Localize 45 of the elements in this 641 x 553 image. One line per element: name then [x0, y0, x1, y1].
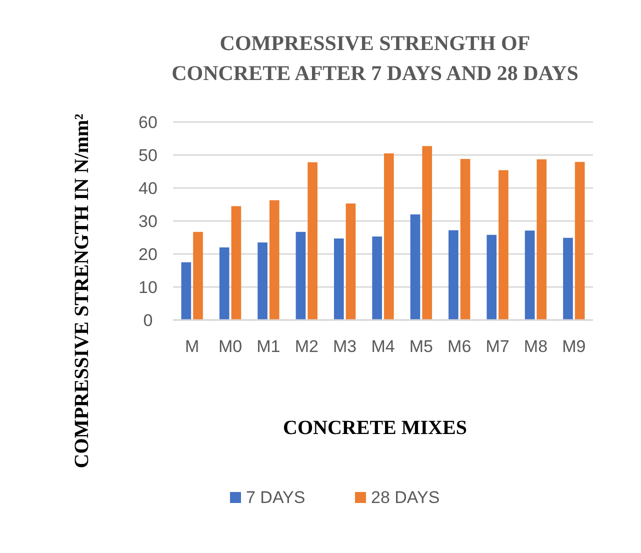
bar [460, 158, 470, 320]
y-axis-title: COMPRESSIVE STRENGTH IN N/mm² [71, 114, 93, 468]
legend-label: 28 DAYS [371, 488, 440, 507]
bar [563, 238, 573, 320]
x-tick-label: M7 [486, 337, 510, 356]
bar [422, 146, 432, 320]
bar [574, 162, 585, 320]
x-tick-label: M3 [333, 337, 357, 356]
y-tick-label: 60 [138, 112, 158, 132]
y-tick-label: 20 [138, 244, 158, 264]
bar [448, 230, 458, 320]
bar [231, 206, 242, 320]
x-tick-label: M5 [409, 337, 433, 356]
x-tick-label: M4 [371, 337, 395, 356]
chart-title: COMPRESSIVE STRENGTH OF CONCRETE AFTER 7 DAYS AND 28 DAYS [172, 31, 578, 85]
y-tick-label: 0 [143, 310, 153, 330]
bar [219, 247, 230, 320]
bar [486, 234, 497, 320]
y-tick-label: 10 [138, 278, 158, 297]
bar [536, 159, 547, 320]
bar [384, 153, 394, 320]
bar [524, 230, 535, 320]
x-tick-label: M0 [218, 337, 242, 356]
bar [372, 236, 382, 320]
bar [269, 200, 280, 320]
x-tick-label: M1 [256, 337, 280, 356]
x-tick-label: M9 [562, 337, 586, 356]
bar [258, 242, 268, 320]
bar [410, 214, 420, 320]
y-tick-label: 40 [138, 178, 158, 198]
legend-label: 7 DAYS [246, 488, 306, 507]
x-tick-label: M8 [524, 337, 548, 356]
x-axis-title: CONCRETE MIXES [283, 417, 467, 439]
x-tick-label: M2 [294, 337, 318, 356]
x-tick-label: M [185, 337, 200, 356]
bar [296, 232, 306, 320]
bar [498, 170, 508, 320]
bar [193, 232, 203, 320]
y-tick-label: 30 [138, 212, 158, 231]
y-tick-label: 50 [138, 146, 158, 165]
bar [334, 238, 344, 320]
bar [346, 204, 356, 320]
bar [181, 262, 192, 320]
x-tick-label: M6 [448, 337, 472, 356]
bar [308, 162, 318, 320]
